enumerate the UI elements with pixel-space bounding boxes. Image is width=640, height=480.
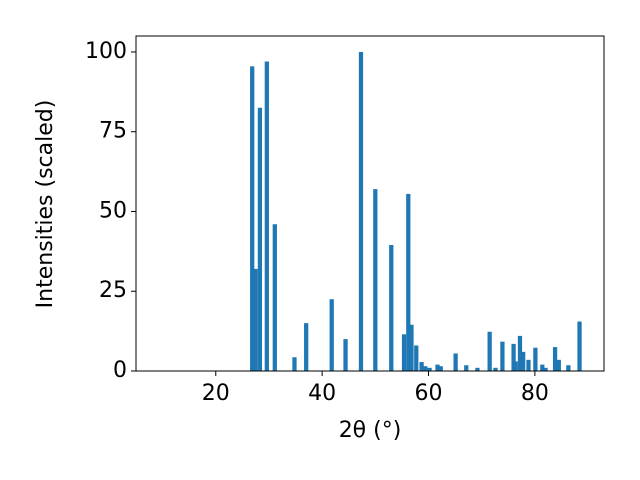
bar <box>250 66 255 372</box>
bar <box>526 359 531 371</box>
bar <box>521 351 526 371</box>
bar <box>257 107 263 372</box>
bar <box>304 323 309 371</box>
bar <box>253 268 258 371</box>
bar <box>438 366 443 371</box>
bar <box>540 364 545 371</box>
plot-frame <box>135 35 605 372</box>
y-tick-label: 25 <box>99 278 127 303</box>
bar <box>487 331 492 371</box>
x-tick-label: 40 <box>308 381 336 406</box>
bar <box>453 353 458 371</box>
bar <box>329 299 334 371</box>
bar <box>435 364 440 371</box>
bar <box>577 321 582 371</box>
bar <box>513 361 518 371</box>
x-tick-label: 20 <box>202 381 230 406</box>
y-tick-label: 100 <box>85 39 127 64</box>
bar <box>373 189 378 371</box>
bar <box>511 343 516 371</box>
bar <box>475 367 480 371</box>
bar <box>358 51 364 371</box>
bar <box>543 367 548 371</box>
bar <box>409 324 414 371</box>
bar <box>406 193 411 371</box>
bar <box>389 244 394 371</box>
x-tick-label: 80 <box>521 381 549 406</box>
bar <box>427 367 432 371</box>
bar <box>401 334 407 371</box>
bar <box>414 345 419 371</box>
x-axis-label: 2θ (°) <box>339 418 402 443</box>
y-axis-label: Intensities (scaled) <box>33 100 58 309</box>
bar <box>556 359 561 371</box>
bar <box>264 61 269 372</box>
x-tick-label: 60 <box>415 381 443 406</box>
bar <box>343 339 348 371</box>
bar <box>292 357 297 371</box>
bar <box>500 341 505 371</box>
bar <box>272 224 277 371</box>
y-tick-label: 50 <box>99 198 127 223</box>
bar <box>552 347 558 371</box>
bar <box>423 366 428 371</box>
bar <box>566 365 571 371</box>
y-tick-label: 75 <box>99 119 127 144</box>
bar <box>533 347 538 371</box>
bar <box>464 365 469 371</box>
bar <box>419 362 424 371</box>
y-tick-label: 0 <box>113 358 127 383</box>
bar <box>493 367 498 371</box>
bar <box>517 335 523 371</box>
